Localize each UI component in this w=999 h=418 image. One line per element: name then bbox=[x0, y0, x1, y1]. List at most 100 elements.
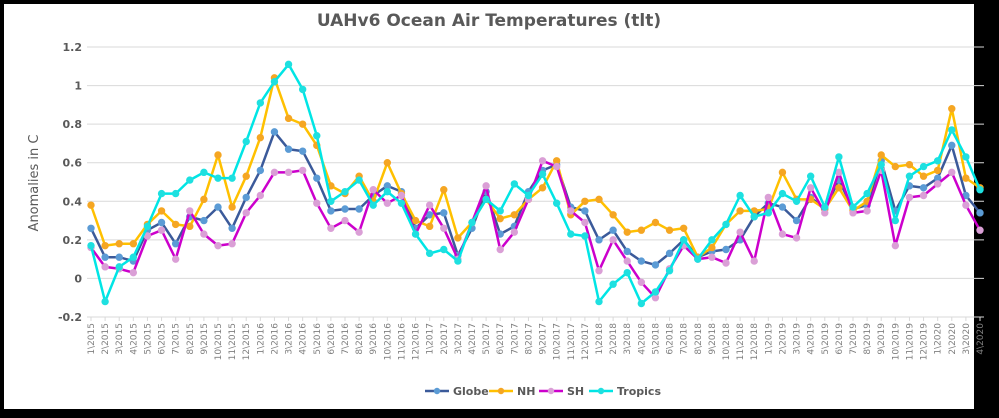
data-point bbox=[369, 186, 377, 194]
data-point bbox=[214, 174, 222, 182]
data-point bbox=[157, 218, 166, 227]
y-axis-label: Anomalies in C bbox=[27, 135, 42, 232]
x-tick-label: 4\2019 bbox=[807, 323, 817, 355]
data-point bbox=[948, 168, 956, 177]
x-tick-label: 2\2018 bbox=[609, 323, 619, 355]
data-point bbox=[623, 247, 631, 256]
data-point bbox=[919, 172, 928, 180]
data-point bbox=[778, 203, 787, 211]
legend-item-sh: SH bbox=[539, 385, 584, 398]
data-point bbox=[129, 268, 138, 277]
data-point bbox=[905, 172, 914, 180]
data-point bbox=[764, 209, 773, 217]
data-point bbox=[637, 226, 646, 234]
x-tick-label: 8\2019 bbox=[863, 323, 873, 355]
data-point bbox=[214, 151, 222, 159]
y-tick-label: 0.4 bbox=[63, 195, 83, 208]
data-point bbox=[538, 170, 547, 178]
data-point bbox=[962, 201, 970, 209]
data-point bbox=[849, 203, 857, 211]
legend-label: Globe bbox=[453, 385, 489, 398]
data-point bbox=[270, 128, 279, 136]
x-tick-label: 8\2018 bbox=[694, 323, 704, 355]
x-tick-label: 10\2019 bbox=[891, 323, 901, 361]
data-point bbox=[567, 230, 575, 238]
data-point bbox=[665, 249, 674, 258]
x-tick-label: 5\2017 bbox=[482, 323, 492, 355]
y-tick-label: 1 bbox=[74, 80, 82, 93]
data-point bbox=[722, 259, 730, 267]
data-point bbox=[609, 236, 617, 244]
x-tick-label: 8\2017 bbox=[524, 323, 534, 355]
data-point bbox=[298, 166, 307, 175]
x-tick-label: 9\2018 bbox=[708, 323, 718, 355]
data-point bbox=[510, 211, 519, 219]
x-tick-label: 6\2019 bbox=[835, 323, 845, 355]
data-point bbox=[651, 288, 660, 296]
x-tick-label: 11\2017 bbox=[567, 323, 577, 360]
legend-label: NH bbox=[517, 385, 535, 398]
data-point bbox=[256, 191, 265, 200]
data-point bbox=[383, 159, 392, 167]
data-point bbox=[595, 236, 603, 244]
x-tick-label: 11\2018 bbox=[736, 323, 746, 361]
data-point bbox=[425, 249, 434, 258]
x-tick-label: 1\2020 bbox=[934, 323, 944, 355]
series-sh bbox=[87, 157, 984, 302]
data-point bbox=[962, 153, 970, 161]
data-point bbox=[792, 216, 801, 225]
data-point bbox=[397, 191, 406, 200]
data-point bbox=[694, 255, 702, 263]
data-point bbox=[962, 174, 970, 182]
data-point bbox=[905, 193, 914, 202]
x-tick-label: 5\2018 bbox=[651, 323, 661, 355]
x-tick-label: 2\2017 bbox=[440, 323, 450, 355]
chart-title: UAHv6 Ocean Air Temperatures (tlt) bbox=[316, 11, 662, 31]
data-point bbox=[482, 195, 490, 204]
data-point bbox=[496, 214, 504, 223]
data-point bbox=[933, 157, 942, 165]
data-point bbox=[581, 232, 589, 240]
x-tick-label: 12\2016 bbox=[412, 323, 422, 361]
series-tropics bbox=[87, 60, 984, 308]
x-tick-label: 1\2019 bbox=[764, 323, 774, 355]
x-tick-label: 6\2016 bbox=[327, 323, 337, 355]
x-tick-label: 1\2017 bbox=[426, 323, 436, 355]
data-point bbox=[835, 153, 843, 161]
data-point bbox=[510, 180, 519, 188]
data-point bbox=[482, 182, 490, 190]
x-tick-label: 2\2019 bbox=[778, 323, 788, 355]
series-line-tropics bbox=[89, 63, 982, 305]
data-point bbox=[792, 234, 801, 242]
data-point bbox=[270, 78, 279, 86]
data-point bbox=[651, 218, 660, 227]
data-point bbox=[256, 99, 265, 107]
x-tick-label: 10\2016 bbox=[383, 323, 393, 361]
data-point bbox=[256, 166, 265, 175]
data-point bbox=[157, 189, 166, 198]
data-point bbox=[722, 245, 730, 254]
data-point bbox=[736, 228, 744, 236]
data-point bbox=[327, 207, 335, 215]
data-point bbox=[496, 245, 504, 254]
data-point bbox=[891, 216, 900, 225]
data-point bbox=[919, 191, 928, 200]
x-tick-label: 2\2016 bbox=[270, 323, 280, 355]
data-point bbox=[228, 224, 236, 232]
y-tick-label: 1.2 bbox=[63, 41, 83, 54]
data-point bbox=[948, 141, 956, 150]
data-point bbox=[425, 222, 434, 231]
x-tick-label: 3\2017 bbox=[454, 323, 464, 355]
data-point bbox=[186, 222, 194, 231]
x-tick-label: 11\2016 bbox=[397, 323, 407, 361]
y-tick-label: 0 bbox=[74, 272, 82, 285]
data-point bbox=[891, 162, 900, 171]
data-point bbox=[298, 147, 307, 155]
data-point bbox=[157, 207, 166, 215]
x-tick-label: 6\2017 bbox=[496, 323, 506, 355]
data-point bbox=[919, 162, 928, 171]
x-tick-label: 12\2015 bbox=[242, 323, 252, 360]
x-tick-label: 1\2016 bbox=[256, 323, 266, 355]
x-tick-label: 11\2019 bbox=[905, 323, 915, 361]
data-point bbox=[143, 222, 152, 231]
